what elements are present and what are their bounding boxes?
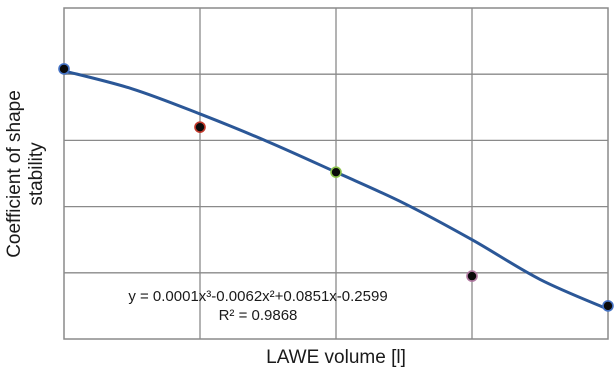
y-axis-label: Coefficient of shape stability <box>4 90 47 258</box>
r-squared: R² = 0.9868 <box>219 307 298 324</box>
data-point <box>602 300 614 312</box>
trend-equation: y = 0.0001x³-0.0062x²+0.0851x-0.2599 <box>128 288 387 305</box>
data-point <box>466 270 478 282</box>
data-point <box>58 63 70 75</box>
x-axis-label: LAWE volume [l] <box>266 347 406 368</box>
y-axis-label-line1: Coefficient of shape <box>4 90 25 258</box>
data-point <box>330 166 342 178</box>
y-axis-label-line2: stability <box>26 142 47 206</box>
data-points <box>58 63 614 312</box>
grid-lines <box>64 8 608 339</box>
data-point <box>194 121 206 133</box>
